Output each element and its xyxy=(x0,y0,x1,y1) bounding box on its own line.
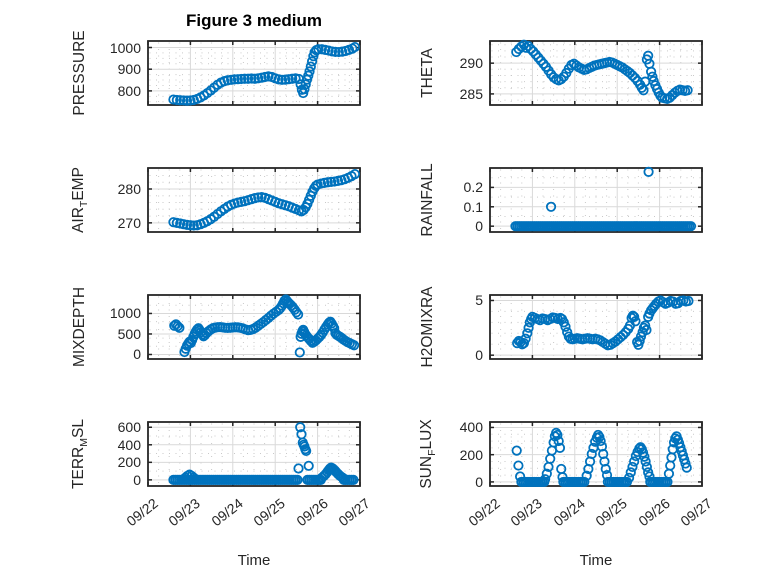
x-tick-label: 09/26 xyxy=(634,495,673,530)
x-tick-label: 09/23 xyxy=(507,495,546,530)
y-tick-label: 800 xyxy=(117,82,141,99)
y-axis-label-text: SUN xyxy=(418,455,435,489)
y-axis-label-text: TERR xyxy=(70,446,87,489)
x-tick-label: 09/25 xyxy=(592,495,631,530)
data-points-RAINFALL xyxy=(510,166,697,232)
y-tick-label: 0 xyxy=(475,218,483,235)
y-axis-label-RAINFALL: RAINFALL xyxy=(419,163,437,236)
y-axis-label-subscript: M xyxy=(78,438,90,447)
x-tick-label: 09/27 xyxy=(677,495,715,530)
y-axis-label-subscript: T xyxy=(78,200,90,208)
y-tick-label: 0 xyxy=(475,347,483,364)
y-axis-label-H2OMIXRA: H2OMIXRA xyxy=(419,287,437,368)
y-tick-label: 290 xyxy=(459,55,483,72)
y-tick-label: 400 xyxy=(117,436,141,453)
axes-box xyxy=(147,421,361,487)
y-axis-label-THETA: THETA xyxy=(419,48,437,98)
plot-area-RAINFALL xyxy=(489,166,703,233)
x-tick-label: 09/23 xyxy=(165,495,204,530)
y-axis-label-text: PRESSURE xyxy=(71,30,88,116)
y-tick-label: 0 xyxy=(133,346,141,363)
y-tick-label: 5 xyxy=(475,292,483,309)
y-tick-label: 280 xyxy=(117,180,141,197)
y-tick-label: 270 xyxy=(117,214,141,231)
y-axis-label-text: H2OMIXRA xyxy=(419,286,436,368)
y-tick-label: 600 xyxy=(117,419,141,436)
plot-area-AIR_TEMP xyxy=(147,167,361,233)
x-tick-label: 09/22 xyxy=(123,495,161,530)
y-tick-label: 200 xyxy=(459,446,483,463)
x-tick-label: 09/26 xyxy=(292,495,331,530)
y-tick-label: 1000 xyxy=(109,39,141,56)
data-points-H2OMIXRA xyxy=(512,295,694,351)
data-points-SUN_FLUX xyxy=(511,427,692,488)
plot-area-H2OMIXRA xyxy=(489,294,703,360)
x-axis-label: Time xyxy=(237,552,271,569)
y-tick-label: 900 xyxy=(117,61,141,78)
y-tick-label: 400 xyxy=(459,419,483,436)
plot-area-TERR_MSL xyxy=(147,421,361,487)
y-axis-label-TERR_MSL: TERRMSL xyxy=(70,419,90,489)
x-tick-label: 09/27 xyxy=(335,495,373,530)
y-tick-label: 0 xyxy=(133,471,141,488)
axes-box xyxy=(489,40,703,106)
x-tick-label: 09/22 xyxy=(465,495,503,530)
data-points-AIR_TEMP xyxy=(168,168,361,231)
y-tick-label: 0 xyxy=(475,473,483,490)
axes-box xyxy=(489,167,703,233)
figure-title: Figure 3 medium xyxy=(185,11,323,30)
y-axis-label-AIR_TEMP: AIRTEMP xyxy=(70,167,90,233)
data-points-MIXDEPTH xyxy=(169,294,360,358)
y-tick-label: 285 xyxy=(459,85,483,102)
x-tick-label: 09/25 xyxy=(250,495,289,530)
y-tick-label: 200 xyxy=(117,454,141,471)
y-axis-label-subscript: F xyxy=(426,449,438,456)
y-tick-label: 500 xyxy=(117,325,141,342)
y-axis-label-text: MIXDEPTH xyxy=(71,286,88,368)
y-axis-label-text: RAINFALL xyxy=(419,163,436,237)
axes-box xyxy=(147,167,361,233)
data-points-TERR_MSL xyxy=(168,422,359,485)
axes-box xyxy=(489,294,703,360)
axes-box xyxy=(147,40,361,106)
y-axis-label-PRESSURE: PRESSURE xyxy=(71,30,89,115)
data-points-PRESSURE xyxy=(168,41,361,106)
y-axis-label-MIXDEPTH: MIXDEPTH xyxy=(71,287,89,367)
x-tick-label: 09/24 xyxy=(550,495,588,530)
y-tick-label: 1000 xyxy=(109,305,141,322)
y-tick-label: 0.1 xyxy=(463,198,483,215)
y-axis-label-SUN_FLUX: SUNFLUX xyxy=(418,419,438,488)
x-axis-label: Time xyxy=(579,552,613,569)
y-axis-label-text: LUX xyxy=(418,419,435,450)
plot-area-THETA xyxy=(489,39,703,106)
y-axis-label-text: AIR xyxy=(70,207,87,233)
plot-area-PRESSURE xyxy=(147,40,361,106)
x-tick-label: 09/24 xyxy=(208,495,246,530)
data-points-THETA xyxy=(511,39,693,104)
plot-area-SUN_FLUX xyxy=(489,421,703,488)
y-axis-label-text: EMP xyxy=(70,167,87,201)
y-tick-label: 0.2 xyxy=(463,179,483,196)
plot-area-MIXDEPTH xyxy=(147,294,361,360)
axes-box xyxy=(147,294,361,360)
y-axis-label-text: THETA xyxy=(419,48,436,98)
y-axis-label-text: SL xyxy=(70,419,87,439)
